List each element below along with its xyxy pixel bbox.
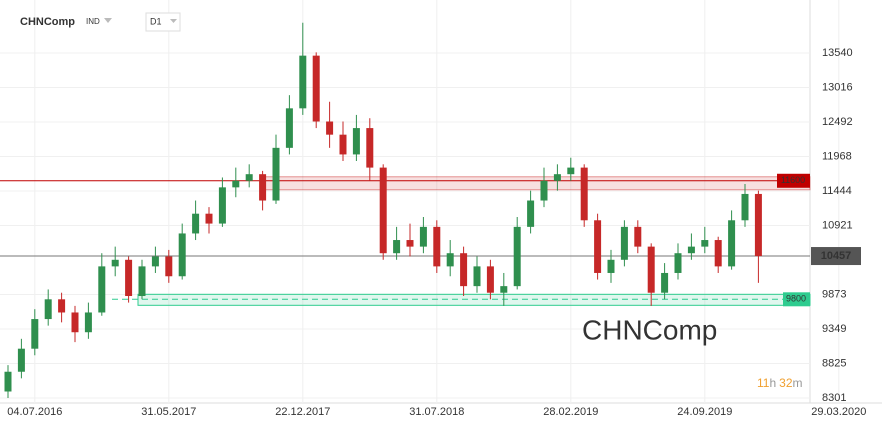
candle-body bbox=[701, 240, 709, 247]
dropdown-icon[interactable] bbox=[104, 18, 112, 23]
candle-body bbox=[446, 253, 454, 267]
candle-body bbox=[192, 213, 200, 234]
x-tick-label: 31.07.2018 bbox=[409, 406, 464, 418]
candle-body bbox=[406, 240, 414, 247]
candle-body bbox=[44, 299, 52, 320]
candle-body bbox=[379, 167, 387, 254]
candle-body bbox=[71, 312, 79, 333]
candle-body bbox=[540, 180, 548, 201]
plot-area bbox=[0, 0, 840, 403]
level-band bbox=[264, 176, 811, 191]
candle-body bbox=[661, 272, 669, 293]
level-label-bg bbox=[783, 292, 810, 307]
candle-body bbox=[553, 174, 561, 181]
candle-body bbox=[473, 266, 481, 287]
timer-part: 11 bbox=[757, 376, 770, 390]
candle-body bbox=[620, 226, 628, 260]
candle-body bbox=[513, 226, 521, 287]
candle-body bbox=[17, 348, 25, 372]
candle-body bbox=[393, 240, 401, 254]
candle-body bbox=[419, 226, 427, 247]
candle-body bbox=[151, 256, 159, 267]
header: CHNComp IND D1 bbox=[20, 12, 181, 32]
candle-body bbox=[326, 121, 334, 135]
x-tick-label: 31.05.2017 bbox=[141, 406, 196, 418]
y-tick-label: 13540 bbox=[822, 47, 853, 59]
candle-body bbox=[366, 128, 374, 168]
candle-body bbox=[741, 193, 749, 221]
market: IND bbox=[86, 17, 100, 26]
y-tick-label: 13016 bbox=[822, 81, 853, 93]
candle-body bbox=[594, 220, 602, 273]
last-price-bg bbox=[811, 247, 861, 266]
y-tick-label: 11444 bbox=[822, 185, 852, 197]
candle-body bbox=[4, 371, 12, 392]
y-tick-label: 8825 bbox=[822, 357, 846, 369]
x-tick-label: 28.02.2019 bbox=[543, 406, 598, 418]
candle-body bbox=[205, 213, 213, 224]
y-tick-label: 11968 bbox=[822, 150, 852, 162]
candle-body bbox=[299, 55, 307, 109]
x-tick-label: 24.09.2019 bbox=[677, 406, 732, 418]
candle-body bbox=[460, 253, 468, 287]
candle-body bbox=[607, 259, 615, 273]
timer: 11h 32m bbox=[757, 376, 803, 390]
timer-part: m bbox=[793, 376, 803, 390]
timer-part: h bbox=[769, 376, 776, 390]
candle-body bbox=[58, 299, 66, 313]
y-tick-label: 9873 bbox=[822, 288, 846, 300]
candle-body bbox=[245, 174, 253, 181]
candle-body bbox=[433, 226, 441, 267]
candle-body bbox=[754, 193, 762, 257]
candle-body bbox=[138, 266, 146, 297]
candle-body bbox=[714, 240, 722, 267]
candle-body bbox=[125, 259, 133, 297]
dropdown-icon[interactable] bbox=[170, 19, 177, 23]
y-tick-label: 9349 bbox=[822, 323, 846, 335]
y-tick-label: 8301 bbox=[822, 392, 846, 404]
candle-body bbox=[486, 266, 494, 293]
candle-body bbox=[232, 180, 240, 188]
candle-body bbox=[218, 187, 226, 224]
last-price-label: 10457 bbox=[821, 250, 852, 262]
y-tick-label: 12492 bbox=[822, 116, 853, 128]
candle-body bbox=[352, 128, 360, 155]
level-label: 9800 bbox=[786, 294, 806, 304]
candle-body bbox=[527, 200, 535, 227]
symbol: CHNComp bbox=[20, 16, 75, 28]
timeframe-select[interactable] bbox=[145, 12, 181, 32]
x-tick-label: 22.12.2017 bbox=[275, 406, 330, 418]
candle-body bbox=[98, 266, 106, 313]
candle-body bbox=[687, 246, 695, 254]
candle-body bbox=[634, 226, 642, 247]
candle-body bbox=[165, 256, 173, 277]
candle-body bbox=[259, 174, 267, 201]
watermark: CHNComp bbox=[582, 314, 717, 345]
x-tick-label: 04.07.2016 bbox=[7, 406, 62, 418]
candle-body bbox=[728, 220, 736, 267]
candle-body bbox=[178, 233, 186, 277]
candle-body bbox=[647, 246, 655, 293]
candle-body bbox=[674, 253, 682, 273]
candle-body bbox=[84, 312, 92, 333]
candle-body bbox=[272, 147, 280, 201]
candle-body bbox=[567, 167, 575, 175]
candle-body bbox=[111, 259, 119, 267]
level-label-bg bbox=[777, 173, 810, 188]
candle-body bbox=[500, 286, 508, 293]
candle-body bbox=[580, 167, 588, 221]
candle-body bbox=[339, 134, 347, 155]
candle-body bbox=[312, 55, 320, 122]
level-label: 11600 bbox=[781, 175, 805, 185]
timer-part: 32 bbox=[779, 376, 793, 390]
candle-body bbox=[285, 108, 293, 148]
candle-body bbox=[31, 319, 39, 349]
y-tick-label: 10921 bbox=[822, 219, 853, 231]
timeframe[interactable]: D1 bbox=[150, 16, 162, 26]
x-tick-label: 29.03.2020 bbox=[811, 406, 866, 418]
